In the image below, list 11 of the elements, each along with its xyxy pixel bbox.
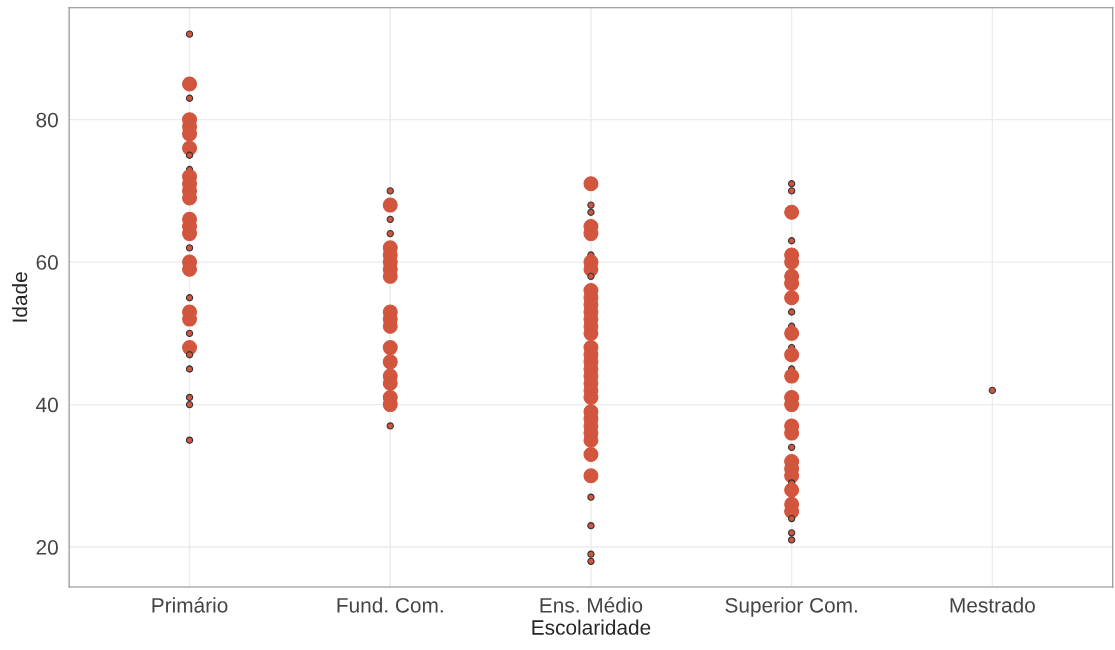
- x-axis-title: Escolaridade: [532, 619, 651, 635]
- x-tick-label: Fund. Com.: [337, 597, 443, 613]
- y-tick-label: 80: [36, 112, 58, 128]
- x-tick-label: Superior Com.: [725, 597, 857, 617]
- y-tick-label: 60: [36, 255, 58, 270]
- x-tick-label: Ens. Médio: [540, 597, 643, 613]
- y-tick-label: 40: [36, 397, 58, 413]
- x-tick-label: Mestrado: [950, 597, 1035, 613]
- x-tick-label: Primário: [152, 597, 228, 613]
- y-axis-title: Idade: [11, 272, 28, 322]
- y-tick-label: 20: [36, 540, 58, 555]
